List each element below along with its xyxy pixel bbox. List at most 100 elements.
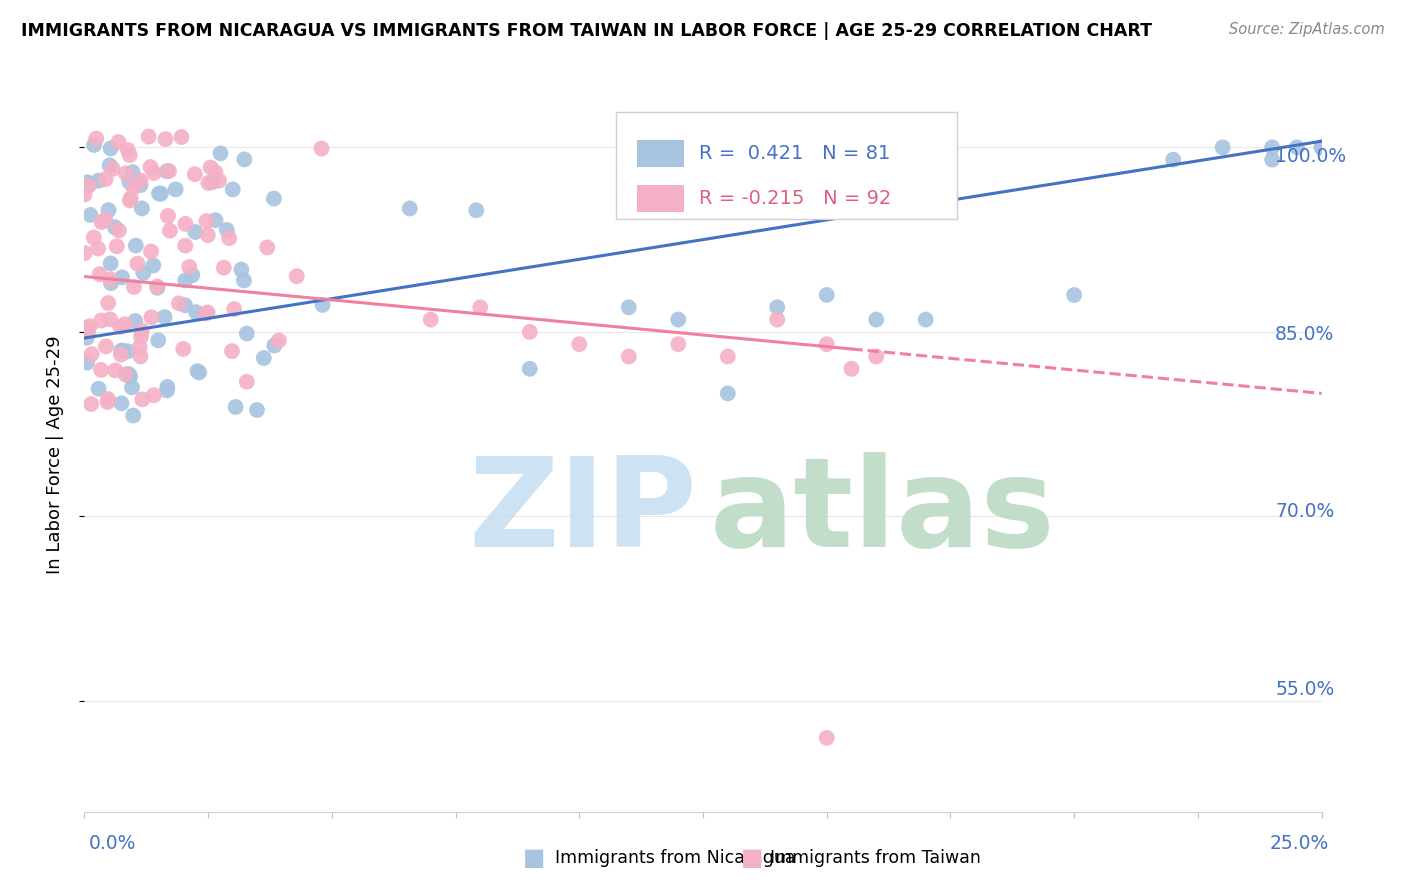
Point xyxy=(253,242,276,256)
Point xyxy=(326,244,349,258)
Y-axis label: In Labor Force | Age 25-29: In Labor Force | Age 25-29 xyxy=(45,331,63,570)
Point xyxy=(167,331,190,345)
Point xyxy=(169,319,191,334)
Point xyxy=(204,180,226,194)
Point xyxy=(274,182,297,196)
Point xyxy=(187,148,209,162)
Point xyxy=(245,187,267,202)
Point xyxy=(205,196,228,211)
Point xyxy=(352,271,374,285)
Point xyxy=(167,322,190,336)
Point xyxy=(221,137,243,152)
Point xyxy=(277,181,299,195)
Point xyxy=(257,262,280,277)
Point xyxy=(1211,147,1233,161)
Text: Immigrants from Nicaragua: Immigrants from Nicaragua xyxy=(555,849,796,867)
Text: R = -0.215   N = 92: R = -0.215 N = 92 xyxy=(717,194,910,213)
Point xyxy=(775,301,797,316)
Point xyxy=(731,349,754,363)
Point xyxy=(1123,159,1146,173)
Point xyxy=(1167,147,1189,161)
Point xyxy=(305,159,328,173)
Text: Immigrants from Taiwan: Immigrants from Taiwan xyxy=(770,849,981,867)
Point xyxy=(204,155,226,169)
Point xyxy=(332,338,354,352)
Point xyxy=(775,313,797,327)
Point xyxy=(250,137,273,152)
FancyBboxPatch shape xyxy=(644,120,943,224)
Point xyxy=(240,227,263,242)
Point xyxy=(688,337,710,351)
Point xyxy=(201,366,224,380)
Point xyxy=(170,394,193,409)
Point xyxy=(226,172,249,186)
Point xyxy=(198,343,221,358)
Point xyxy=(165,193,187,207)
Point xyxy=(818,715,841,730)
Point xyxy=(215,206,238,220)
Point xyxy=(200,318,222,332)
Point xyxy=(260,270,283,285)
Point xyxy=(557,360,579,375)
Point xyxy=(211,260,233,274)
Point xyxy=(208,282,231,296)
Point xyxy=(224,311,246,326)
Point xyxy=(226,385,249,400)
FancyBboxPatch shape xyxy=(662,147,704,173)
Point xyxy=(172,346,194,360)
Point xyxy=(209,314,232,328)
Text: 25.0%: 25.0% xyxy=(1270,834,1329,853)
Point xyxy=(239,170,262,185)
Point xyxy=(225,260,247,275)
Point xyxy=(294,343,316,358)
Point xyxy=(165,249,187,263)
Point xyxy=(187,274,209,288)
Point xyxy=(247,297,270,311)
Point xyxy=(229,333,252,347)
Text: IMMIGRANTS FROM NICARAGUA VS IMMIGRANTS FROM TAIWAN IN LABOR FORCE | AGE 25-29 C: IMMIGRANTS FROM NICARAGUA VS IMMIGRANTS … xyxy=(21,22,1152,40)
Point xyxy=(197,320,219,334)
Point xyxy=(1211,159,1233,173)
Point xyxy=(190,168,212,182)
Point xyxy=(214,179,236,194)
Point xyxy=(1232,147,1256,161)
Point xyxy=(174,139,197,153)
Point xyxy=(284,153,307,168)
Point xyxy=(209,242,232,256)
Point xyxy=(557,325,579,339)
Text: ■: ■ xyxy=(523,847,546,870)
Point xyxy=(229,283,252,297)
Point xyxy=(195,227,218,242)
Point xyxy=(308,326,330,341)
Point xyxy=(295,188,318,202)
Point xyxy=(238,381,260,395)
Point xyxy=(173,145,195,160)
Point xyxy=(167,354,190,368)
Point xyxy=(308,373,330,387)
Point xyxy=(187,313,209,327)
Point xyxy=(222,166,245,180)
Point xyxy=(1254,147,1277,161)
Point xyxy=(841,360,863,375)
Point xyxy=(644,301,666,316)
Point xyxy=(302,265,325,279)
Point xyxy=(186,297,208,311)
Point xyxy=(253,221,276,235)
Point xyxy=(688,313,710,327)
Point xyxy=(1254,147,1277,161)
Point xyxy=(194,142,217,156)
Point xyxy=(202,343,225,358)
Point xyxy=(204,366,226,380)
Point xyxy=(177,179,200,194)
Point xyxy=(188,278,211,293)
Point xyxy=(191,362,214,376)
Point xyxy=(305,276,328,290)
Point xyxy=(287,263,309,277)
Point xyxy=(180,314,202,328)
Point xyxy=(862,349,884,363)
Point xyxy=(509,208,531,222)
Point xyxy=(235,310,257,325)
Text: 0.0%: 0.0% xyxy=(89,834,136,853)
Point xyxy=(179,269,201,284)
Point xyxy=(169,183,191,197)
